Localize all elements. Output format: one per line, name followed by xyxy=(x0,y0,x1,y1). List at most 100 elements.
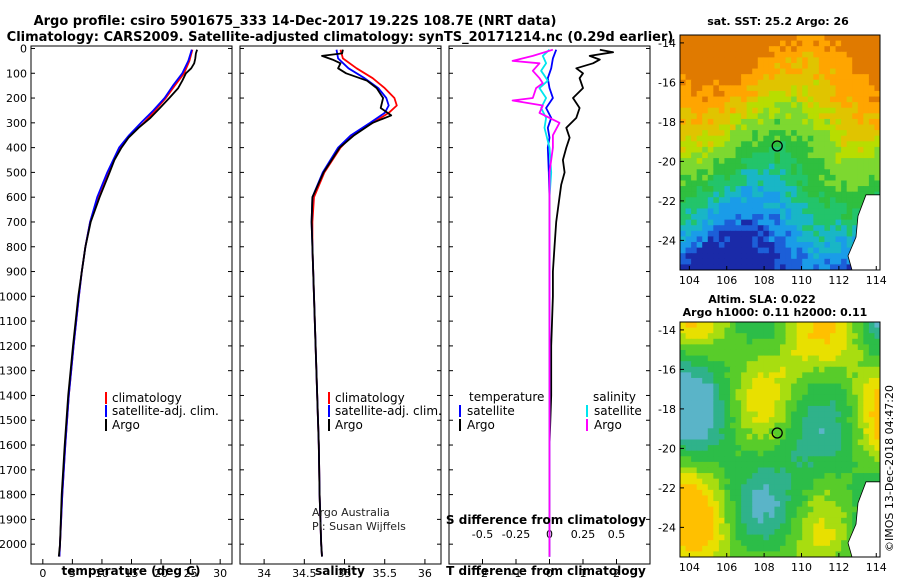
map-cell xyxy=(774,366,781,373)
map-cell xyxy=(835,338,842,345)
map-cell xyxy=(746,484,753,491)
map-cell xyxy=(763,79,770,86)
map-cell xyxy=(774,74,781,81)
map-cell xyxy=(746,506,753,513)
map-cell xyxy=(802,484,809,491)
map-cell xyxy=(768,322,776,329)
map-cell xyxy=(685,62,692,70)
map-cell xyxy=(680,417,687,424)
map-cell xyxy=(752,191,759,198)
map-cell xyxy=(852,146,859,154)
map-cell xyxy=(818,506,826,513)
map-cell xyxy=(691,225,698,232)
map-cell xyxy=(813,118,820,126)
map-cell xyxy=(680,523,687,530)
map-cell xyxy=(835,506,842,513)
temperature-axis: 0 5 10 15 20 25 30 xyxy=(31,47,232,580)
depth-tick-label: 1000 xyxy=(0,290,27,303)
map-cell xyxy=(796,461,803,469)
map-cell xyxy=(757,57,764,64)
map-cell xyxy=(807,495,814,502)
map-cell xyxy=(791,118,798,126)
map-cell xyxy=(841,79,848,86)
map-cell xyxy=(857,130,864,137)
map-cell xyxy=(735,130,742,137)
map-cell xyxy=(718,62,726,70)
map-cell xyxy=(818,372,826,379)
map-cell xyxy=(707,46,714,53)
map-cell xyxy=(818,214,826,221)
map-cell xyxy=(774,445,781,452)
map-cell xyxy=(824,202,831,210)
map-cell xyxy=(702,46,709,53)
map-cell xyxy=(868,405,876,413)
map-cell xyxy=(680,46,687,53)
map-cell xyxy=(718,517,726,525)
map-cell xyxy=(707,214,714,221)
map-cell xyxy=(713,445,720,452)
map-cell xyxy=(774,529,781,536)
map-cell xyxy=(813,225,820,232)
map-cell xyxy=(791,445,798,452)
map-cell xyxy=(780,344,787,351)
map-cell xyxy=(696,46,703,53)
map-cell xyxy=(796,383,803,390)
map-cell xyxy=(685,484,692,491)
map-cell xyxy=(752,517,759,525)
map-cell xyxy=(802,68,809,75)
map-cell xyxy=(807,130,814,137)
map-cell xyxy=(718,219,726,226)
map-cell xyxy=(824,422,831,429)
map-cell xyxy=(791,135,798,142)
map-cell xyxy=(741,225,748,232)
map-cell xyxy=(757,473,764,480)
map-cell xyxy=(841,163,848,170)
map-cell xyxy=(841,102,848,109)
map-cell xyxy=(724,68,731,75)
map-cell xyxy=(730,208,737,215)
map-cell xyxy=(791,400,798,407)
map-cell xyxy=(780,107,787,114)
map-cell xyxy=(680,124,687,131)
map-cell xyxy=(830,180,837,187)
map-cell xyxy=(830,202,837,210)
map-cell xyxy=(696,338,703,345)
map-cell xyxy=(841,489,848,497)
map-cell xyxy=(791,383,798,390)
map-cell xyxy=(724,46,731,53)
map-cell xyxy=(824,264,831,270)
map-y-tick-label: -24 xyxy=(658,521,676,534)
map-cell xyxy=(818,79,826,86)
map-cell xyxy=(802,253,809,260)
map-cell xyxy=(741,461,748,469)
map-cell xyxy=(846,247,853,254)
map-cell xyxy=(763,344,770,351)
map-cell xyxy=(696,389,703,396)
map-cell xyxy=(802,219,809,226)
map-cell xyxy=(680,394,687,401)
map-cell xyxy=(796,417,803,424)
map-cell xyxy=(857,85,864,92)
map-cell xyxy=(791,242,798,249)
map-cell xyxy=(718,146,726,154)
map-cell xyxy=(868,141,876,148)
map-cell xyxy=(802,169,809,176)
map-cell xyxy=(807,247,814,254)
map-cell xyxy=(724,35,731,42)
map-cell xyxy=(818,62,826,70)
map-cell xyxy=(702,102,709,109)
map-cell xyxy=(757,169,764,176)
map-cell xyxy=(774,495,781,502)
map-cell xyxy=(746,141,753,148)
map-cell xyxy=(830,445,837,452)
x-tick-label: 30 xyxy=(213,567,227,580)
map-cell xyxy=(757,456,764,463)
map-cell xyxy=(724,208,731,215)
map-cell xyxy=(763,355,770,362)
map-cell xyxy=(713,35,720,42)
map-cell xyxy=(824,439,831,446)
map-cell xyxy=(768,422,776,429)
map-cell xyxy=(802,495,809,502)
map-cell xyxy=(802,74,809,81)
map-cell xyxy=(868,174,876,182)
